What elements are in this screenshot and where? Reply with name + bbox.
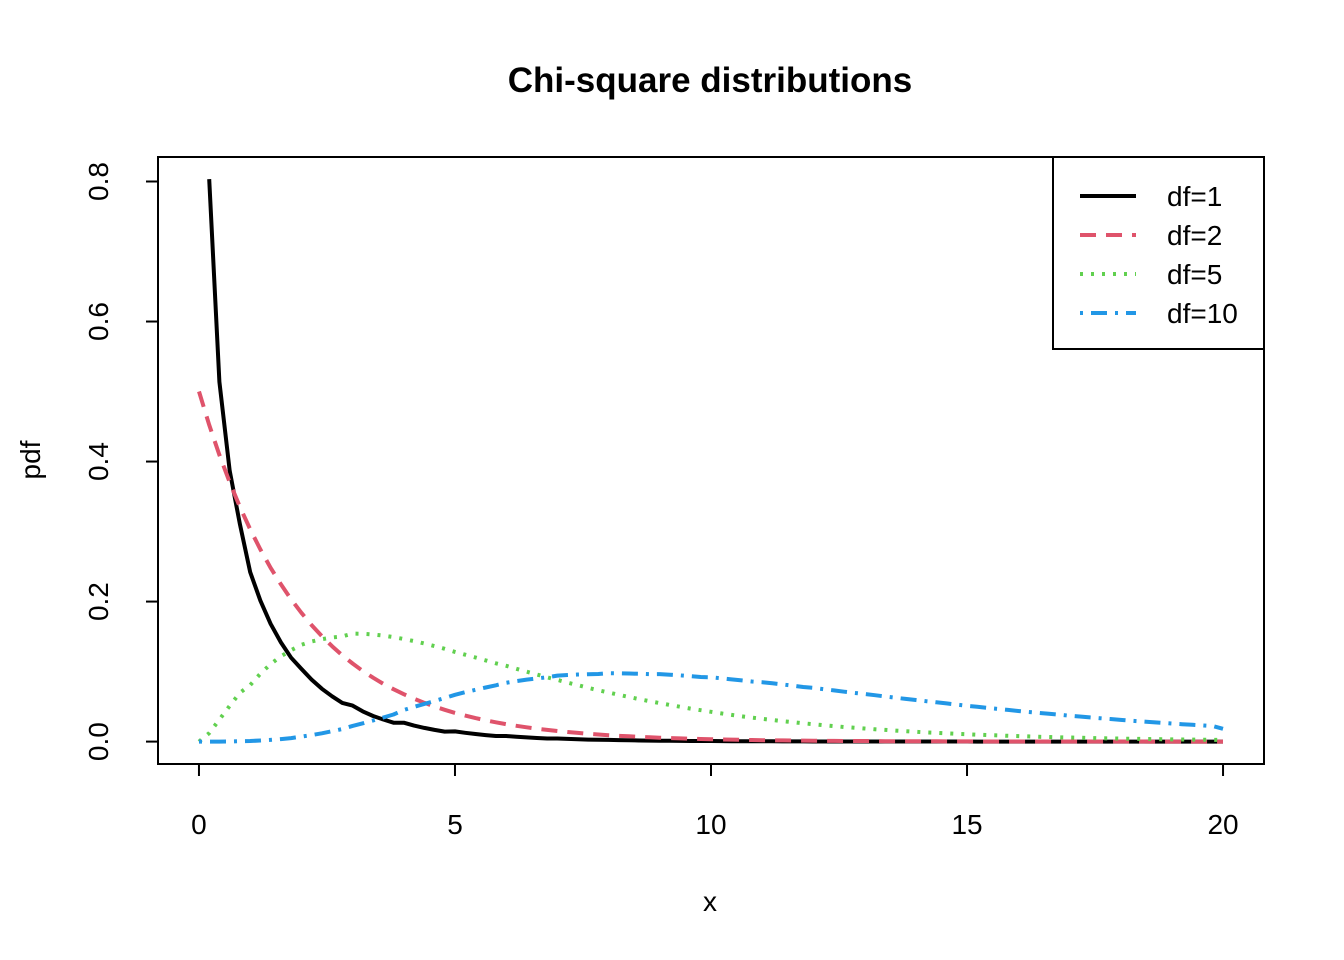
x-tick-label: 10 [695, 809, 726, 840]
y-tick-label: 0.4 [83, 442, 114, 481]
series-line-df-2 [197, 390, 1223, 744]
legend-label-df-5: df=5 [1167, 259, 1222, 290]
legend-label-df-2: df=2 [1167, 220, 1222, 251]
chart-title: Chi-square distributions [508, 61, 912, 100]
y-tick-label: 0.8 [83, 162, 114, 201]
legend: df=1 df=2 df=5 df=10 [1052, 156, 1265, 350]
x-tick-label: 5 [447, 809, 463, 840]
series-df-2 [197, 390, 1223, 744]
y-tick-label: 0.6 [83, 302, 114, 341]
y-axis: 0.0 0.2 0.4 0.6 0.8 [83, 162, 159, 761]
series-layer [197, 178, 1224, 744]
legend-label-df-1: df=1 [1167, 181, 1222, 212]
x-tick-label: 20 [1207, 809, 1238, 840]
x-tick-label: 0 [191, 809, 207, 840]
x-axis-label: x [703, 886, 717, 917]
series-line-df-5 [197, 631, 1224, 744]
x-tick-label: 15 [951, 809, 982, 840]
y-axis-label: pdf [15, 440, 46, 479]
series-line-df-10 [199, 671, 1224, 744]
series-df-1 [207, 178, 1223, 744]
series-line-df-1 [207, 178, 1223, 744]
series-df-10 [199, 671, 1224, 744]
y-tick-label: 0.0 [83, 722, 114, 761]
legend-box [1052, 156, 1265, 350]
legend-label-df-10: df=10 [1167, 298, 1238, 329]
series-df-5 [197, 631, 1224, 744]
x-axis: 0 5 10 15 20 [191, 763, 1239, 840]
y-tick-label: 0.2 [83, 582, 114, 621]
